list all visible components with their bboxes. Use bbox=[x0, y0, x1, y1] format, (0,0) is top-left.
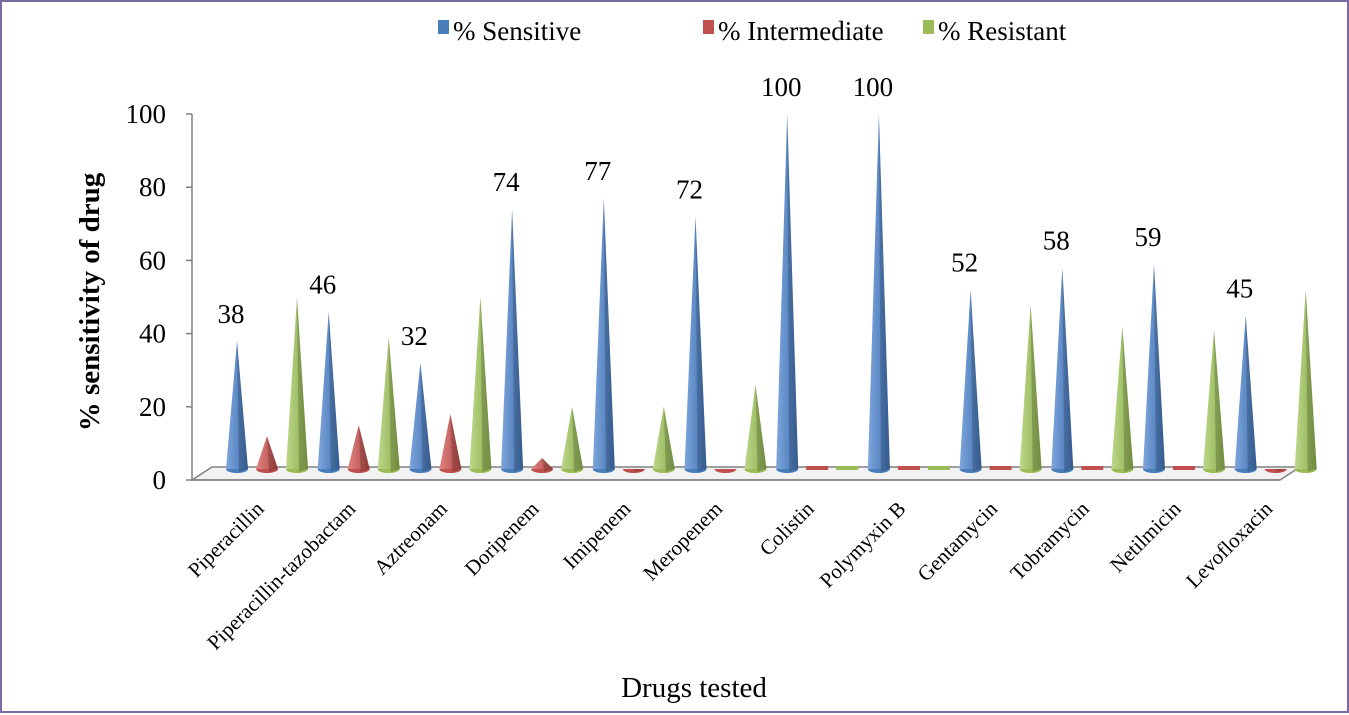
legend-item-sensitive: % Sensitive bbox=[438, 16, 581, 46]
bar-resistant-polymyxin-b bbox=[928, 466, 950, 470]
bar-flat bbox=[928, 466, 950, 470]
x-tick-label-imipenem: Imipenem bbox=[558, 497, 635, 574]
bar-resistant-tobramycin bbox=[1111, 326, 1133, 473]
bar-flat bbox=[836, 466, 858, 470]
bar-intermediate-gentamycin bbox=[990, 466, 1012, 470]
bar-resistant-levofloxacin bbox=[1295, 290, 1317, 473]
x-tick-label-aztreonam: Aztreonam bbox=[369, 497, 452, 580]
x-tick-label-meropenem: Meropenem bbox=[638, 497, 727, 586]
bar-sensitive-polymyxin-b bbox=[868, 114, 890, 473]
legend: % Sensitive % Intermediate % Resistant bbox=[438, 16, 1067, 46]
data-label: 32 bbox=[401, 321, 428, 351]
data-label: 58 bbox=[1043, 226, 1070, 256]
bar-resistant-gentamycin bbox=[1020, 304, 1042, 473]
bar-resistant-piperacillin bbox=[286, 297, 308, 473]
data-label: 52 bbox=[951, 248, 978, 278]
bar-sensitive-netilmicin bbox=[1143, 264, 1165, 473]
bar-sensitive-levofloxacin bbox=[1235, 315, 1257, 473]
legend-label: % Intermediate bbox=[718, 16, 884, 46]
bar-intermediate-doripenem bbox=[531, 458, 553, 473]
x-tick-label-doripenem: Doripenem bbox=[460, 497, 544, 581]
bar-intermediate-piperacillin bbox=[256, 436, 278, 473]
y-tick-label: 60 bbox=[139, 245, 166, 275]
legend-label: % Sensitive bbox=[453, 16, 581, 46]
bar-resistant-colistin bbox=[836, 466, 858, 470]
data-label: 74 bbox=[493, 167, 521, 197]
bar-resistant-imipenem bbox=[653, 407, 675, 473]
x-tick-label-gentamycin: Gentamycin bbox=[913, 496, 1003, 586]
y-tick-label: 40 bbox=[139, 319, 166, 349]
bar-resistant-doripenem bbox=[561, 407, 583, 473]
y-axis-label: % sensitivity of drug bbox=[74, 172, 106, 431]
data-label: 77 bbox=[584, 156, 611, 186]
bar-intermediate-colistin bbox=[806, 466, 828, 470]
bar-flat bbox=[1173, 466, 1195, 470]
x-tick-label-piperacillin: Piperacillin bbox=[183, 496, 269, 582]
y-tick-label: 80 bbox=[139, 172, 166, 202]
y-tick-label: 100 bbox=[126, 99, 167, 129]
legend-swatch bbox=[923, 20, 934, 34]
bar-flat bbox=[1081, 466, 1103, 470]
data-label: 59 bbox=[1135, 222, 1162, 252]
bar-intermediate-aztreonam bbox=[439, 414, 461, 473]
bar-intermediate-polymyxin-b bbox=[898, 466, 920, 470]
bar-sensitive-doripenem bbox=[501, 209, 523, 473]
x-tick-label-levofloxacin: Levofloxacin bbox=[1181, 496, 1277, 592]
data-label: 72 bbox=[676, 174, 703, 204]
bar-resistant-meropenem bbox=[745, 385, 767, 473]
x-tick-label-netilmicin: Netilmicin bbox=[1105, 496, 1186, 577]
bar-resistant-aztreonam bbox=[469, 297, 491, 473]
bar-sensitive-tobramycin bbox=[1051, 268, 1073, 473]
data-label: 38 bbox=[218, 299, 245, 329]
bar-intermediate-netilmicin bbox=[1173, 466, 1195, 470]
x-tick-label-piperacillin-tazobactam: Piperacillin-tazobactam bbox=[202, 497, 360, 655]
bar-sensitive-colistin bbox=[776, 114, 798, 473]
bar-flat bbox=[806, 466, 828, 470]
x-tick-label-tobramycin: Tobramycin bbox=[1005, 496, 1094, 585]
x-tick-label-polymyxin-b: Polymyxin B bbox=[815, 497, 911, 593]
data-label: 46 bbox=[309, 270, 336, 300]
data-label: 100 bbox=[853, 72, 894, 102]
y-tick-label: 0 bbox=[153, 465, 167, 495]
bar-sensitive-imipenem bbox=[593, 198, 615, 473]
bar-sensitive-gentamycin bbox=[960, 290, 982, 473]
bars bbox=[226, 114, 1317, 473]
data-label: 100 bbox=[761, 72, 802, 102]
legend-label: % Resistant bbox=[938, 16, 1067, 46]
legend-item-intermediate: % Intermediate bbox=[703, 16, 884, 46]
bar-sensitive-piperacillin-tazobactam bbox=[318, 312, 340, 473]
data-labels: 38 46 32 74 77 72 100 100 52 58 59 45 bbox=[218, 72, 1254, 351]
bar-resistant-netilmicin bbox=[1203, 330, 1225, 473]
bar-sensitive-meropenem bbox=[685, 216, 707, 473]
data-label: 45 bbox=[1226, 273, 1253, 303]
bar-intermediate-tobramycin bbox=[1081, 466, 1103, 470]
legend-item-resistant: % Resistant bbox=[923, 16, 1067, 46]
bar-sensitive-piperacillin bbox=[226, 341, 248, 473]
legend-swatch bbox=[438, 20, 449, 34]
bar-sensitive-aztreonam bbox=[409, 363, 431, 473]
legend-swatch bbox=[703, 20, 714, 34]
bar-resistant-piperacillin-tazobactam bbox=[378, 337, 400, 473]
x-axis-label: Drugs tested bbox=[621, 672, 767, 704]
x-tick-label-colistin: Colistin bbox=[755, 496, 819, 560]
bar-flat bbox=[990, 466, 1012, 470]
y-ticks: 0 20 40 60 80 100 bbox=[126, 99, 193, 495]
bar-intermediate-piperacillin-tazobactam bbox=[348, 425, 370, 473]
bar-flat bbox=[898, 466, 920, 470]
y-tick-label: 20 bbox=[139, 392, 166, 422]
